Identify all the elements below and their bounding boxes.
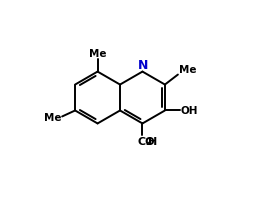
Text: Me: Me <box>44 112 61 122</box>
Text: CO: CO <box>137 137 155 147</box>
Text: Me: Me <box>179 64 196 74</box>
Text: H: H <box>148 137 157 147</box>
Text: Me: Me <box>89 49 106 59</box>
Text: 2: 2 <box>145 138 151 147</box>
Text: N: N <box>138 58 149 71</box>
Text: OH: OH <box>180 106 198 116</box>
